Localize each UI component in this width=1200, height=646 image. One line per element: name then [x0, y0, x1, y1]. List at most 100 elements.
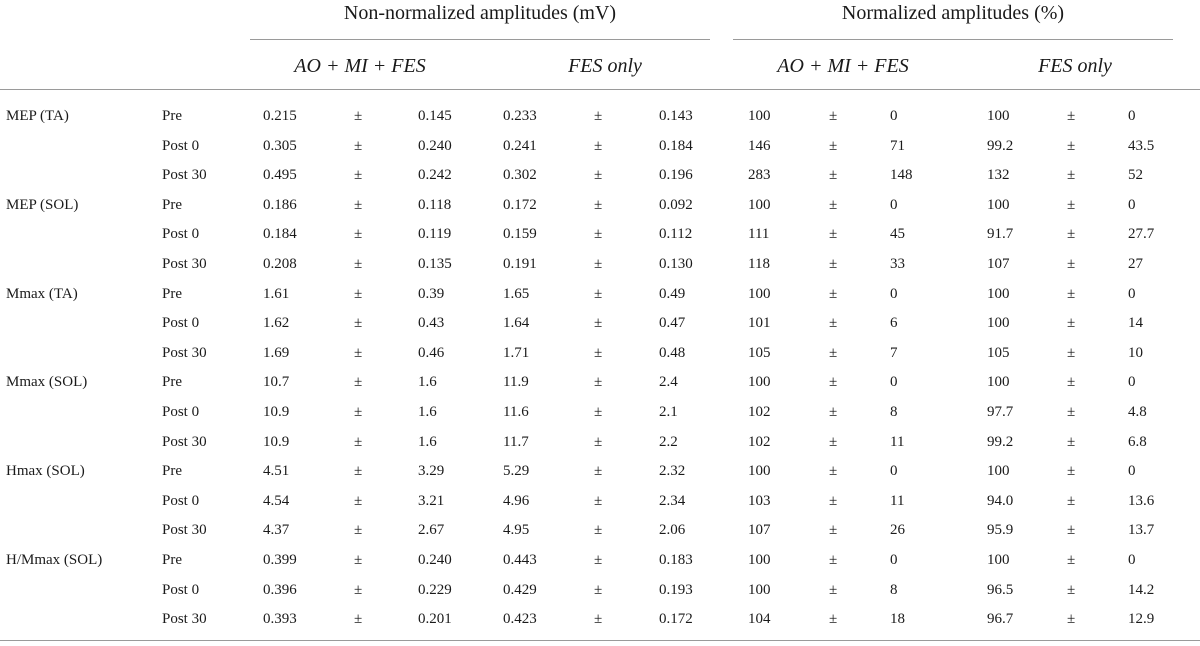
cell-sd: 6.8: [1128, 434, 1147, 450]
row-phase-label: Post 0: [162, 138, 200, 154]
cell-plus-minus: ±: [594, 434, 603, 450]
cell-sd: 0: [890, 374, 898, 390]
cell-sd: 0.130: [659, 256, 693, 272]
cell-sd: 1.6: [418, 404, 437, 420]
cell-sd: 33: [890, 256, 905, 272]
row-phase-label: Pre: [162, 374, 182, 390]
cell-plus-minus: ±: [594, 552, 603, 568]
cell-mean: 105: [748, 345, 771, 361]
cell-sd: 18: [890, 611, 905, 627]
cell-mean: 1.61: [263, 286, 290, 302]
cell-mean: 0.241: [503, 138, 537, 154]
cell-mean: 111: [748, 226, 770, 242]
cell-plus-minus: ±: [594, 345, 603, 361]
cell-sd: 148: [890, 167, 913, 183]
cell-sd: 4.8: [1128, 404, 1147, 420]
cell-mean: 4.37: [263, 522, 290, 538]
cell-sd: 6: [890, 315, 898, 331]
cell-plus-minus: ±: [354, 611, 363, 627]
cell-mean: 0.429: [503, 582, 537, 598]
cell-sd: 27.7: [1128, 226, 1155, 242]
row-phase-label: Post 30: [162, 434, 207, 450]
row-phase-label: Post 30: [162, 167, 207, 183]
cell-plus-minus: ±: [354, 493, 363, 509]
cell-sd: 0.49: [659, 286, 686, 302]
group-header-non-normalized: Non-normalized amplitudes (mV): [343, 2, 617, 24]
cell-sd: 0.47: [659, 315, 686, 331]
cell-sd: 13.7: [1128, 522, 1155, 538]
cell-mean: 0.399: [263, 552, 297, 568]
cell-plus-minus: ±: [829, 315, 838, 331]
cell-plus-minus: ±: [594, 226, 603, 242]
cell-mean: 10.7: [263, 374, 290, 390]
cell-plus-minus: ±: [1067, 493, 1076, 509]
cell-sd: 0.242: [418, 167, 452, 183]
row-measure-label: Mmax (SOL): [6, 374, 88, 390]
cell-mean: 4.96: [503, 493, 530, 509]
row-phase-label: Pre: [162, 552, 182, 568]
cell-mean: 1.64: [503, 315, 530, 331]
cell-sd: 10: [1128, 345, 1143, 361]
cell-plus-minus: ±: [594, 167, 603, 183]
subheader-fes-only-raw: FES only: [568, 55, 642, 77]
cell-sd: 0.193: [659, 582, 693, 598]
cell-sd: 0.39: [418, 286, 445, 302]
cell-mean: 4.54: [263, 493, 290, 509]
cell-sd: 11: [890, 493, 905, 509]
cell-plus-minus: ±: [1067, 108, 1076, 124]
group-header-normalized: Normalized amplitudes (%): [841, 2, 1065, 24]
cell-sd: 0: [1128, 197, 1136, 213]
cell-sd: 0: [890, 463, 898, 479]
cell-plus-minus: ±: [829, 345, 838, 361]
cell-plus-minus: ±: [1067, 374, 1076, 390]
cell-sd: 52: [1128, 167, 1143, 183]
cell-sd: 43.5: [1128, 138, 1155, 154]
row-measure-label: Mmax (TA): [6, 286, 78, 302]
cell-plus-minus: ±: [594, 286, 603, 302]
cell-sd: 45: [890, 226, 905, 242]
cell-plus-minus: ±: [829, 374, 838, 390]
cell-mean: 11.7: [503, 434, 529, 450]
cell-plus-minus: ±: [354, 552, 363, 568]
cell-mean: 99.2: [987, 434, 1014, 450]
cell-sd: 0.229: [418, 582, 452, 598]
cell-plus-minus: ±: [1067, 463, 1076, 479]
row-measure-label: MEP (SOL): [6, 197, 79, 213]
cell-plus-minus: ±: [1067, 522, 1076, 538]
row-phase-label: Pre: [162, 108, 182, 124]
cell-plus-minus: ±: [594, 611, 603, 627]
cell-mean: 100: [748, 374, 771, 390]
cell-plus-minus: ±: [594, 256, 603, 272]
cell-sd: 71: [890, 138, 905, 154]
cell-plus-minus: ±: [354, 345, 363, 361]
cell-sd: 0.118: [418, 197, 452, 213]
cell-plus-minus: ±: [1067, 167, 1076, 183]
cell-sd: 2.2: [659, 434, 678, 450]
cell-mean: 96.7: [987, 611, 1014, 627]
cell-plus-minus: ±: [1067, 138, 1076, 154]
cell-plus-minus: ±: [594, 374, 603, 390]
cell-mean: 0.423: [503, 611, 537, 627]
cell-plus-minus: ±: [354, 256, 363, 272]
cell-plus-minus: ±: [1067, 582, 1076, 598]
cell-plus-minus: ±: [1067, 611, 1076, 627]
cell-plus-minus: ±: [594, 404, 603, 420]
cell-sd: 8: [890, 404, 898, 420]
cell-mean: 102: [748, 434, 771, 450]
cell-sd: 26: [890, 522, 905, 538]
row-phase-label: Post 30: [162, 345, 207, 361]
cell-mean: 10.9: [263, 404, 290, 420]
cell-sd: 0.143: [659, 108, 693, 124]
cell-mean: 105: [987, 345, 1010, 361]
cell-mean: 100: [748, 197, 771, 213]
cell-sd: 0.119: [418, 226, 452, 242]
row-phase-label: Post 0: [162, 582, 200, 598]
cell-plus-minus: ±: [1067, 552, 1076, 568]
cell-mean: 4.95: [503, 522, 530, 538]
cell-sd: 0.240: [418, 552, 452, 568]
cell-plus-minus: ±: [354, 167, 363, 183]
cell-plus-minus: ±: [829, 138, 838, 154]
cell-plus-minus: ±: [354, 404, 363, 420]
cell-sd: 0: [1128, 108, 1136, 124]
cell-mean: 0.443: [503, 552, 537, 568]
